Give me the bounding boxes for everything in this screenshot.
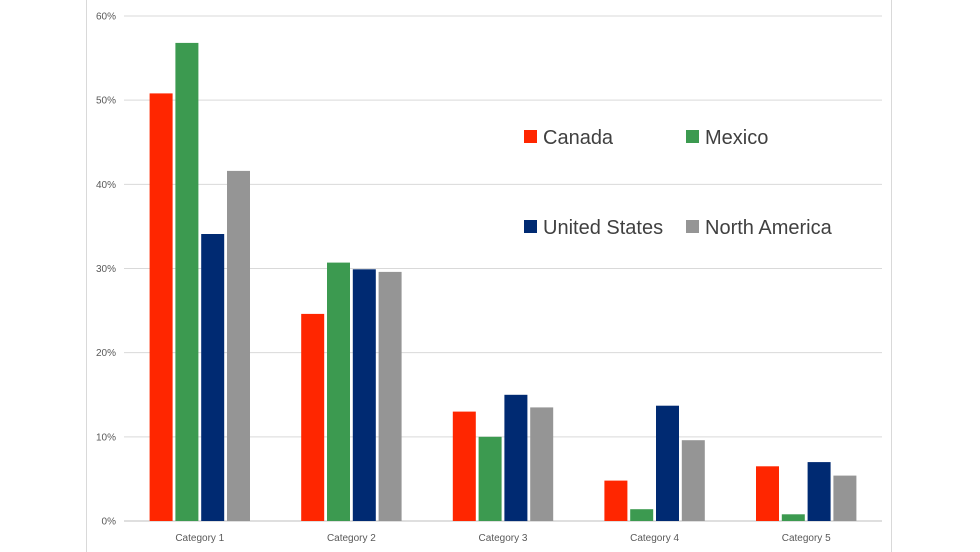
bar-canada-cat-3 <box>452 411 476 521</box>
legend-swatch <box>686 220 699 233</box>
bar-mexico-cat-3 <box>478 436 502 521</box>
bar-canada-cat-4 <box>604 480 628 521</box>
x-tick-label: Category 3 <box>479 533 528 544</box>
bar-north-america-cat-4 <box>681 440 705 521</box>
y-tick-label: 10% <box>96 432 116 443</box>
bar-canada-cat-5 <box>756 466 779 521</box>
bar-united-states-cat-2 <box>352 269 376 521</box>
legend-swatch <box>686 130 699 143</box>
legend-item-canada: Canada <box>524 127 614 149</box>
legend-label: United States <box>543 217 663 239</box>
x-tick-label: Category 2 <box>327 533 376 544</box>
bar-north-america-cat-1 <box>227 170 250 521</box>
y-axis: 0% 10% 20% 30% 40% 50% 60% <box>96 12 116 528</box>
y-tick-label: 0% <box>102 517 117 528</box>
bar-mexico-cat-2 <box>327 262 350 521</box>
legend-item-united-states: United States <box>524 217 663 239</box>
legend: Canada Mexico United States North America <box>524 127 833 239</box>
bar-north-america-cat-3 <box>530 407 554 521</box>
x-tick-label: Category 4 <box>630 533 679 544</box>
bar-united-states-cat-4 <box>656 405 679 521</box>
x-tick-label: Category 1 <box>175 533 224 544</box>
legend-label: North America <box>705 217 833 239</box>
y-tick-label: 20% <box>96 348 116 359</box>
bar-united-states-cat-3 <box>504 394 528 522</box>
y-tick-label: 40% <box>96 180 116 191</box>
legend-item-north-america: North America <box>686 217 833 239</box>
bar-canada-cat-1 <box>149 93 173 522</box>
bars <box>149 42 857 522</box>
bar-united-states-cat-5 <box>807 462 831 521</box>
bar-mexico-cat-5 <box>781 514 805 521</box>
gridlines <box>124 15 882 522</box>
bar-mexico-cat-4 <box>630 509 654 521</box>
bar-north-america-cat-2 <box>378 271 402 521</box>
legend-swatch <box>524 220 537 233</box>
bar-mexico-cat-1 <box>175 42 199 522</box>
bar-canada-cat-2 <box>301 313 325 521</box>
y-tick-label: 30% <box>96 264 116 275</box>
y-tick-label: 60% <box>96 12 116 23</box>
bar-united-states-cat-1 <box>201 234 225 521</box>
legend-swatch <box>524 130 537 143</box>
chart-frame <box>86 0 892 552</box>
legend-label: Mexico <box>705 127 768 149</box>
bar-north-america-cat-5 <box>833 475 857 521</box>
y-tick-label: 50% <box>96 96 116 107</box>
x-axis: Category 1 Category 2 Category 3 Category 4… <box>175 533 831 544</box>
x-tick-label: Category 5 <box>782 533 831 544</box>
legend-label: Canada <box>543 127 614 149</box>
legend-item-mexico: Mexico <box>686 127 768 149</box>
